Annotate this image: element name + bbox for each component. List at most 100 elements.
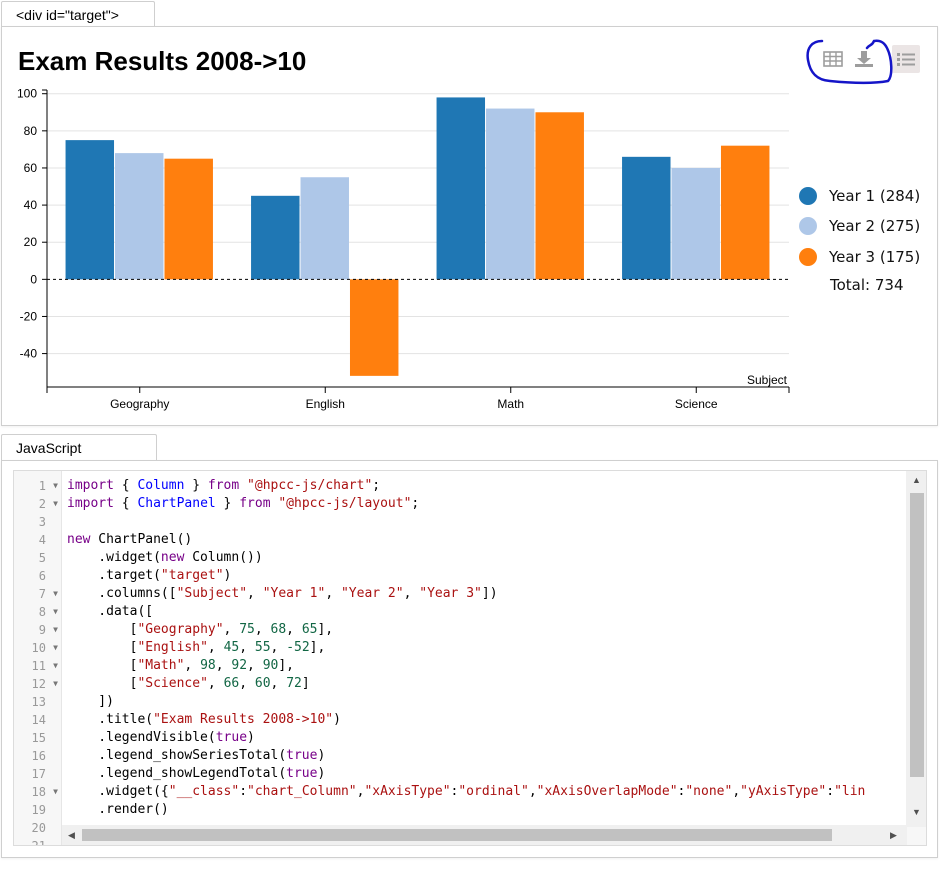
y-tick-label: -20 bbox=[20, 309, 38, 323]
fold-arrow-icon[interactable]: ▼ bbox=[53, 643, 58, 652]
scroll-right-icon[interactable]: ▶ bbox=[890, 830, 897, 840]
line-number-text: 7 bbox=[38, 587, 46, 601]
line-number: 19 bbox=[14, 801, 60, 819]
line-number-text: 16 bbox=[31, 749, 46, 763]
legend-swatch-year-1 bbox=[799, 187, 817, 205]
fold-arrow-icon[interactable]: ▼ bbox=[53, 661, 58, 670]
y-tick-label: -40 bbox=[20, 347, 38, 361]
scroll-up-icon[interactable]: ▲ bbox=[912, 475, 921, 485]
x-tick-label: English bbox=[306, 397, 345, 411]
download-button[interactable] bbox=[850, 45, 878, 73]
line-number-text: 9 bbox=[38, 623, 46, 637]
line-number-gutter: 1 ▼ 2 ▼ 3 4 5 6 7 ▼ 8 ▼ 9 ▼ 10 ▼ 11 ▼ 12 ▼ 13 14 15 16 17 18 ▼ 19 20… bbox=[14, 471, 62, 845]
line-number: 4 bbox=[14, 531, 60, 549]
x-tick-label: Science bbox=[675, 397, 718, 411]
line-number: 1 ▼ bbox=[14, 477, 60, 495]
fold-arrow-icon[interactable]: ▼ bbox=[53, 589, 58, 598]
code-editor[interactable]: 1 ▼ 2 ▼ 3 4 5 6 7 ▼ 8 ▼ 9 ▼ 10 ▼ 11 ▼ 12 ▼ 13 14 15 16 17 18 ▼ 19 20… bbox=[13, 470, 927, 846]
code-line[interactable]: .legendVisible(true) bbox=[67, 730, 255, 745]
download-icon bbox=[855, 51, 873, 67]
legend-list-icon bbox=[897, 53, 915, 66]
legend-label-year-3: Year 3 (175) bbox=[829, 248, 921, 266]
code-line[interactable]: .target("target") bbox=[67, 568, 232, 583]
line-number: 17 bbox=[14, 765, 60, 783]
line-number: 5 bbox=[14, 549, 60, 567]
code-area[interactable]: import { Column } from "@hpcc-js/chart";… bbox=[62, 471, 907, 827]
y-tick-label: 40 bbox=[24, 198, 38, 212]
code-line[interactable]: .widget(new Column()) bbox=[67, 550, 263, 565]
y-tick-label: 80 bbox=[24, 124, 38, 138]
data-table-button[interactable] bbox=[819, 45, 847, 73]
code-line[interactable]: ["Math", 98, 92, 90], bbox=[67, 658, 295, 673]
line-number: 13 bbox=[14, 693, 60, 711]
tab-target-label: <div id="target"> bbox=[16, 7, 119, 23]
legend-swatch-year-2 bbox=[799, 217, 817, 235]
legend-item-year-2[interactable]: Year 2 (275) bbox=[799, 215, 920, 237]
column-chart: 100 80 60 40 20 0 -20 -40 Geography English Math Sc… bbox=[17, 87, 790, 411]
x-tick-label: Math bbox=[497, 397, 524, 411]
line-number: 20 bbox=[14, 819, 60, 837]
line-number: 10 ▼ bbox=[14, 639, 60, 657]
legend-toggle-button[interactable] bbox=[892, 45, 920, 73]
fold-arrow-icon[interactable]: ▼ bbox=[53, 481, 58, 490]
line-number: 18 ▼ bbox=[14, 783, 60, 801]
code-line[interactable]: import { ChartPanel } from "@hpcc-js/lay… bbox=[67, 496, 420, 511]
code-line[interactable]: .widget({"__class":"chart_Column","xAxis… bbox=[67, 784, 866, 799]
bar-science-year-1 bbox=[622, 156, 671, 280]
code-line[interactable]: .legend_showLegendTotal(true) bbox=[67, 766, 326, 781]
code-line[interactable]: ]) bbox=[67, 694, 114, 709]
code-line[interactable]: ["Geography", 75, 68, 65], bbox=[67, 622, 334, 637]
line-number-text: 5 bbox=[38, 551, 46, 565]
code-line[interactable]: .legend_showSeriesTotal(true) bbox=[67, 748, 326, 763]
y-tick-label: 60 bbox=[24, 161, 38, 175]
bar-math-year-3 bbox=[535, 112, 584, 280]
line-number: 9 ▼ bbox=[14, 621, 60, 639]
bar-geography-year-3 bbox=[164, 158, 213, 280]
fold-arrow-icon[interactable]: ▼ bbox=[53, 787, 58, 796]
line-number: 8 ▼ bbox=[14, 603, 60, 621]
horizontal-scrollbar[interactable]: ◀ ▶ bbox=[62, 825, 907, 845]
legend-swatch-year-3 bbox=[799, 248, 817, 266]
fold-arrow-icon[interactable]: ▼ bbox=[53, 679, 58, 688]
x-axis-title: Subject bbox=[747, 373, 788, 387]
code-line[interactable]: import { Column } from "@hpcc-js/chart"; bbox=[67, 478, 381, 493]
vertical-scrollbar[interactable]: ▲ ▼ bbox=[906, 471, 926, 827]
line-number-text: 13 bbox=[31, 695, 46, 709]
horizontal-scroll-thumb[interactable] bbox=[82, 829, 832, 841]
code-line[interactable]: .columns(["Subject", "Year 1", "Year 2",… bbox=[67, 586, 498, 601]
line-number-text: 21 bbox=[31, 839, 46, 846]
line-number-text: 17 bbox=[31, 767, 46, 781]
bar-math-year-1 bbox=[436, 97, 486, 280]
fold-arrow-icon[interactable]: ▼ bbox=[53, 607, 58, 616]
legend-item-year-1[interactable]: Year 1 (284) bbox=[799, 185, 920, 207]
line-number-text: 11 bbox=[31, 659, 46, 673]
code-line[interactable]: ["Science", 66, 60, 72] bbox=[67, 676, 310, 691]
scroll-left-icon[interactable]: ◀ bbox=[68, 830, 75, 840]
fold-arrow-icon[interactable]: ▼ bbox=[53, 499, 58, 508]
x-tick-label: Geography bbox=[110, 397, 169, 411]
line-number-text: 3 bbox=[38, 515, 46, 529]
line-number-text: 14 bbox=[31, 713, 46, 727]
line-number-text: 2 bbox=[38, 497, 46, 511]
bar-geography-year-2 bbox=[115, 153, 164, 280]
line-number-text: 18 bbox=[31, 785, 46, 799]
line-number: 6 bbox=[14, 567, 60, 585]
tab-target[interactable]: <div id="target"> bbox=[1, 1, 155, 27]
scroll-down-icon[interactable]: ▼ bbox=[912, 807, 921, 817]
y-tick-label: 20 bbox=[24, 235, 38, 249]
legend-item-year-3[interactable]: Year 3 (175) bbox=[799, 246, 920, 268]
code-line[interactable]: new ChartPanel() bbox=[67, 532, 193, 547]
bar-math-year-2 bbox=[486, 108, 535, 280]
bar-english-year-2 bbox=[300, 177, 349, 280]
table-icon bbox=[823, 51, 843, 67]
vertical-scroll-thumb[interactable] bbox=[910, 493, 924, 777]
fold-arrow-icon[interactable]: ▼ bbox=[53, 625, 58, 634]
code-line[interactable]: .render() bbox=[67, 802, 169, 817]
tab-javascript[interactable]: JavaScript bbox=[1, 434, 157, 461]
code-line[interactable]: .title("Exam Results 2008->10") bbox=[67, 712, 341, 727]
code-line[interactable]: ["English", 45, 55, -52], bbox=[67, 640, 326, 655]
legend-total: Total: 734 bbox=[830, 276, 904, 294]
line-number-text: 19 bbox=[31, 803, 46, 817]
legend-label-year-1: Year 1 (284) bbox=[829, 187, 921, 205]
code-line[interactable]: .data([ bbox=[67, 604, 154, 619]
